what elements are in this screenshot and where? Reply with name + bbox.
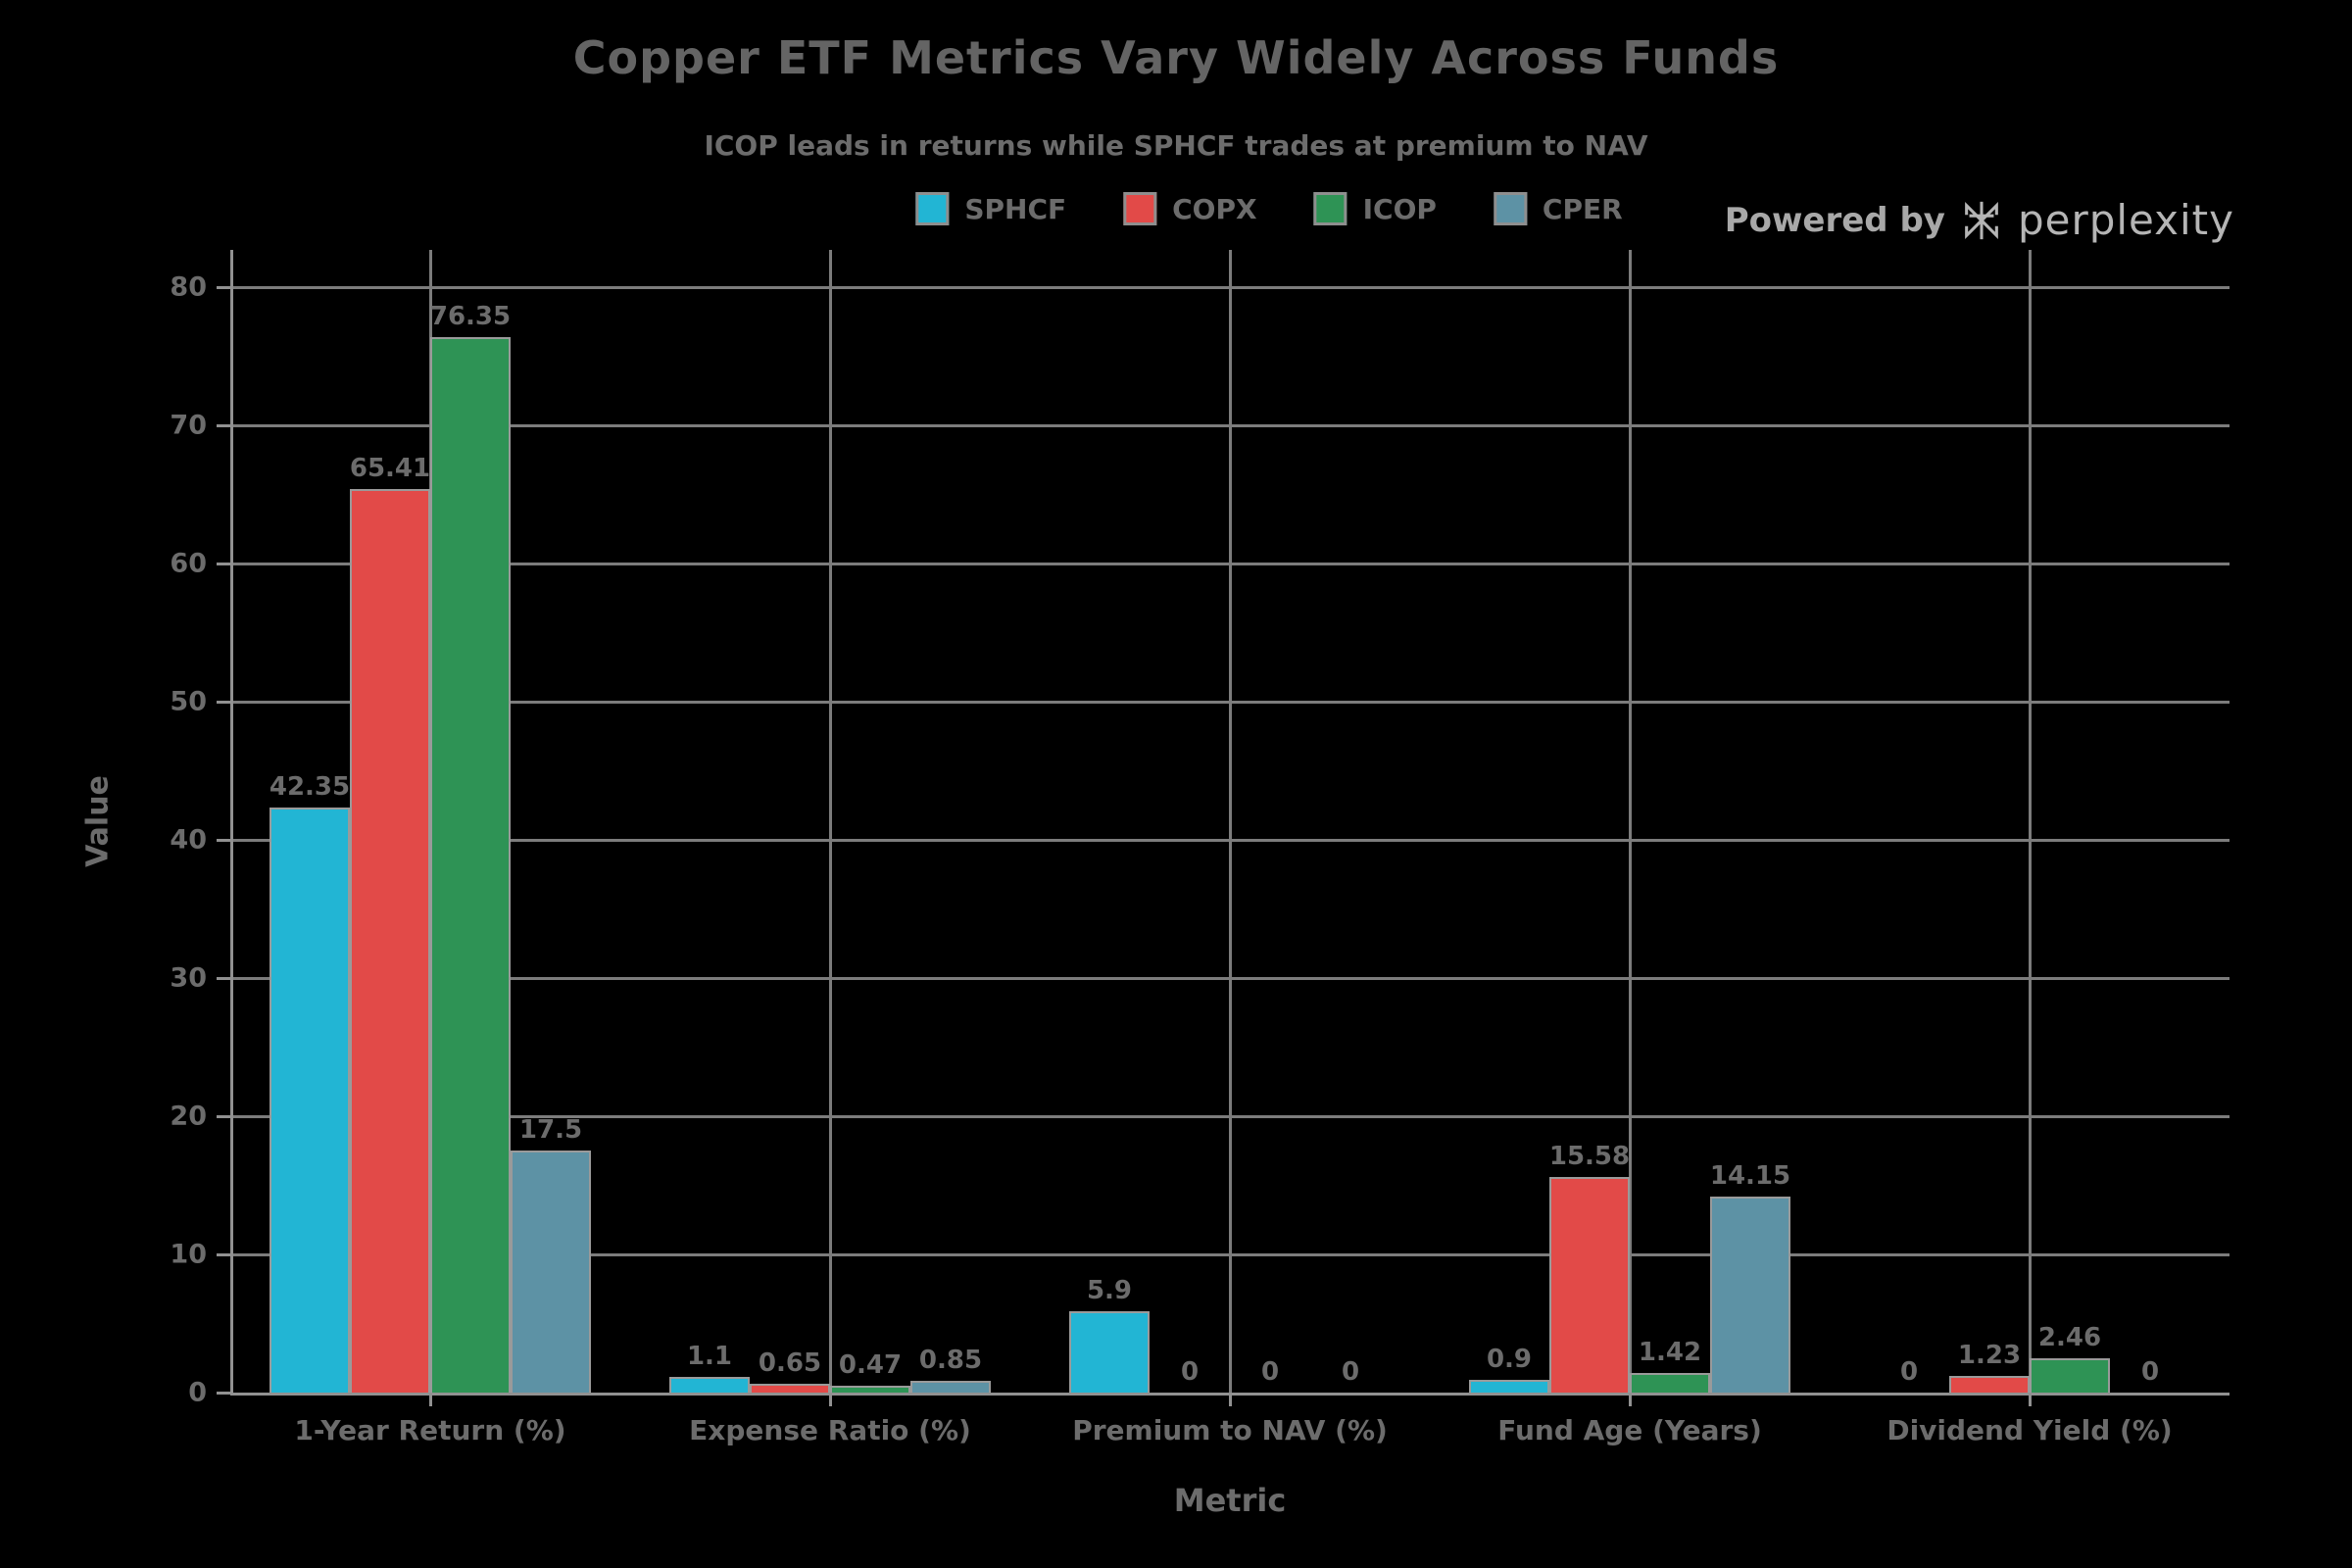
- bar-sphcf-1: [270, 807, 350, 1393]
- x-axis-tick: [828, 1393, 832, 1406]
- y-tick-label: 60: [170, 548, 207, 579]
- powered-by-label: Powered by: [1724, 200, 1945, 240]
- y-axis-tick: [217, 700, 230, 704]
- x-tick-label: Expense Ratio (%): [689, 1414, 971, 1446]
- bar-value-label: 42.35: [269, 771, 351, 802]
- gridline-vertical: [1628, 250, 1632, 1393]
- gridline-vertical: [2028, 250, 2032, 1393]
- x-axis-title: Metric: [1173, 1482, 1287, 1519]
- chart-subtitle: ICOP leads in returns while SPHCF trades…: [704, 129, 1648, 162]
- y-axis-tick: [217, 423, 230, 427]
- bar-value-label: 5.9: [1086, 1275, 1133, 1305]
- bar-icop-4: [1630, 1372, 1710, 1393]
- y-axis-tick: [217, 1391, 230, 1395]
- legend-label: CPER: [1542, 192, 1623, 225]
- bar-value-label: 76.35: [429, 302, 512, 332]
- powered-by-attribution: Powered by perplexity: [1686, 196, 2234, 244]
- y-tick-label: 0: [188, 1377, 207, 1408]
- bar-sphcf-4: [1469, 1380, 1549, 1393]
- y-axis-tick: [217, 285, 230, 289]
- brand-name: perplexity: [2017, 196, 2234, 244]
- y-axis-tick: [217, 562, 230, 565]
- legend-item-cper: CPER: [1493, 192, 1623, 225]
- bar-sphcf-2: [669, 1377, 750, 1393]
- bar-value-label: 0: [1180, 1357, 1200, 1387]
- y-tick-label: 50: [170, 686, 207, 717]
- y-tick-label: 20: [170, 1101, 207, 1132]
- bar-value-label: 65.41: [349, 453, 431, 483]
- x-tick-label: Dividend Yield (%): [1886, 1414, 2173, 1446]
- y-axis-tick: [217, 1114, 230, 1118]
- gridline-vertical: [828, 250, 832, 1393]
- bar-value-label: 0.65: [758, 1348, 822, 1378]
- bar-value-label: 0.47: [838, 1350, 903, 1381]
- bar-value-label: 0: [1341, 1357, 1360, 1387]
- y-axis-line: [230, 250, 233, 1393]
- legend-item-sphcf: SPHCF: [915, 192, 1066, 225]
- bar-value-label: 0: [1260, 1357, 1280, 1387]
- bar-value-label: 0.9: [1486, 1345, 1533, 1375]
- x-axis-tick: [2028, 1393, 2032, 1406]
- y-tick-label: 30: [170, 962, 207, 994]
- bar-cper-1: [511, 1151, 591, 1393]
- gridline-vertical: [1228, 250, 1232, 1393]
- y-axis-tick: [217, 838, 230, 842]
- legend-swatch-icon: [915, 192, 950, 225]
- legend-label: ICOP: [1362, 192, 1437, 225]
- bar-copx-2: [750, 1383, 830, 1393]
- y-tick-label: 70: [170, 410, 207, 441]
- y-tick-label: 10: [170, 1239, 207, 1270]
- y-tick-label: 40: [170, 824, 207, 856]
- bar-cper-2: [910, 1381, 991, 1393]
- y-axis-tick: [217, 1252, 230, 1256]
- bar-copx-4: [1549, 1177, 1630, 1393]
- bar-value-label: 14.15: [1709, 1161, 1791, 1192]
- bar-icop-1: [430, 337, 511, 1393]
- x-axis-line: [230, 1393, 2230, 1396]
- legend-item-copx: COPX: [1123, 192, 1257, 225]
- legend-swatch-icon: [1493, 192, 1527, 225]
- x-axis-tick: [428, 1393, 432, 1406]
- x-tick-label: Premium to NAV (%): [1072, 1414, 1388, 1446]
- legend-label: COPX: [1172, 192, 1257, 225]
- x-tick-label: 1-Year Return (%): [294, 1414, 566, 1446]
- bar-value-label: 15.58: [1548, 1142, 1631, 1172]
- bar-sphcf-3: [1069, 1310, 1150, 1393]
- bar-value-label: 0: [2140, 1357, 2160, 1387]
- bar-value-label: 1.1: [686, 1342, 733, 1372]
- y-axis-title: Value: [80, 775, 116, 867]
- bar-copx-5: [1949, 1375, 2030, 1393]
- bar-value-label: 0.85: [918, 1346, 983, 1375]
- perplexity-logo-icon: [1959, 198, 2004, 243]
- x-axis-tick: [1228, 1393, 1232, 1406]
- bar-cper-4: [1710, 1197, 1790, 1393]
- chart-title: Copper ETF Metrics Vary Widely Across Fu…: [572, 31, 1780, 84]
- bar-value-label: 2.46: [2037, 1323, 2102, 1353]
- legend: SPHCF COPX ICOP CPER: [915, 192, 1623, 225]
- y-tick-label: 80: [170, 271, 207, 303]
- legend-swatch-icon: [1123, 192, 1157, 225]
- bar-value-label: 0: [1899, 1357, 1919, 1387]
- x-axis-tick: [1628, 1393, 1632, 1406]
- bar-value-label: 1.42: [1638, 1337, 1702, 1367]
- bar-value-label: 17.5: [518, 1115, 583, 1146]
- legend-label: SPHCF: [964, 192, 1067, 225]
- legend-item-icop: ICOP: [1313, 192, 1437, 225]
- bar-icop-5: [2030, 1358, 2110, 1393]
- bar-value-label: 1.23: [1957, 1340, 2022, 1370]
- bar-copx-1: [350, 488, 430, 1393]
- legend-swatch-icon: [1313, 192, 1348, 225]
- y-axis-tick: [217, 976, 230, 980]
- x-tick-label: Fund Age (Years): [1497, 1414, 1762, 1446]
- bar-icop-2: [830, 1386, 910, 1393]
